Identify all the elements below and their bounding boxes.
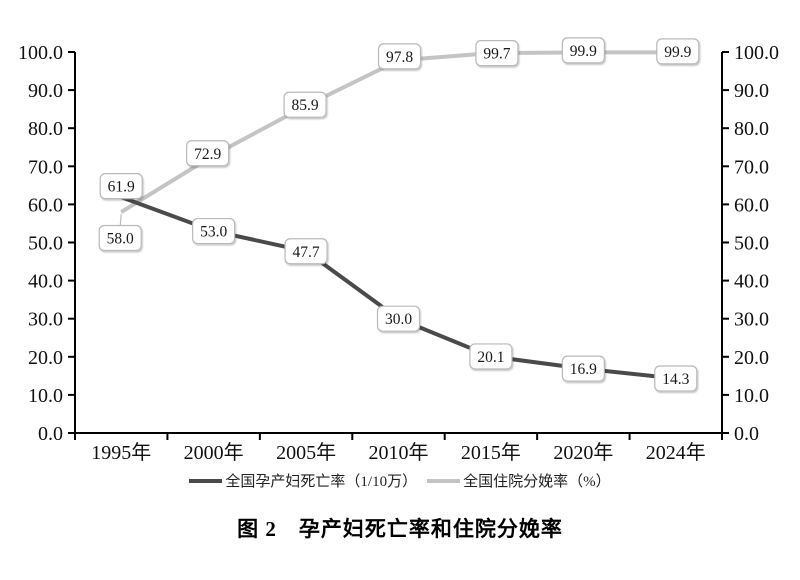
data-label: 61.9 [99,173,143,200]
legend-item-maternal-mortality: 全国孕产妇死亡率（1/10万） [189,470,417,491]
data-label: 72.9 [186,140,230,167]
y-axis-left-tick-label: 50.0 [28,233,63,255]
data-label: 99.9 [656,38,700,65]
data-label: 30.0 [376,305,421,332]
x-axis-tick-label: 2000年 [184,441,244,464]
data-label: 99.7 [475,40,519,67]
y-axis-right-tick-label: 40.0 [734,271,769,293]
x-axis-tick-label: 2010年 [369,441,429,464]
y-axis-right-tick-label: 20.0 [734,347,769,369]
y-axis-right-tick-label: 0.0 [734,423,759,445]
y-axis-right-tick-label: 70.0 [734,156,769,178]
data-label-value: 20.1 [477,349,504,366]
data-label-value: 47.7 [293,244,320,261]
data-label-value: 16.9 [570,361,597,378]
y-axis-left-tick-label: 60.0 [28,194,63,216]
y-axis-left-tick-label: 70.0 [28,156,63,178]
data-label-value: 99.9 [570,43,597,60]
legend-line-swatch-maternal-mortality [189,478,223,483]
y-axis-left-tick-label: 100.0 [18,42,63,64]
figure-caption: 图 2 孕产妇死亡率和住院分娩率 [237,517,563,541]
data-label: 53.0 [192,217,236,245]
series-line-hospital-delivery [120,50,676,214]
legend-item-hospital-delivery: 全国住院分娩率（%） [427,470,611,491]
data-label: 47.7 [284,238,328,265]
data-label-value: 99.7 [483,46,510,63]
data-label: 85.9 [283,91,327,118]
label-leader-line [119,213,122,227]
legend-label-maternal-mortality: 全国孕产妇死亡率（1/10万） [225,474,418,490]
y-axis-right-tick-label: 90.0 [734,80,769,102]
x-axis-tick-label: 2005年 [276,441,336,464]
data-label-value: 99.9 [664,44,691,61]
chart-legend: 全国孕产妇死亡率（1/10万） 全国住院分娩率（%） [0,470,800,491]
y-axis-left-tick-label: 20.0 [28,347,63,369]
data-label: 14.3 [654,365,698,392]
axes: 0.0 0.0 10.0 10.0 20.0 20.0 30.0 30.0 40.0 40.0 50… [18,42,779,464]
y-axis-left-tick-label: 0.0 [38,423,63,445]
data-label-value: 97.8 [386,49,413,66]
x-axis-tick-label: 2024年 [646,441,706,464]
y-axis-left-tick-label: 10.0 [28,385,63,407]
y-axis-right-tick-label: 30.0 [734,309,769,331]
data-label: 58.0 [98,224,142,252]
x-axis-tick-label: 1995年 [91,441,151,464]
data-label-value: 72.9 [194,146,221,163]
y-axis-left-tick-label: 30.0 [28,309,63,331]
y-axis-left-tick-label: 40.0 [28,271,63,293]
data-label-value: 61.9 [108,179,135,196]
line-chart: 0.0 0.0 10.0 10.0 20.0 20.0 30.0 30.0 40.0 40.0 50… [18,37,779,464]
x-axis-tick-label: 2015年 [461,441,521,464]
data-label-value: 85.9 [292,97,319,114]
y-axis-right-tick-label: 100.0 [734,42,779,64]
data-label-value: 53.0 [200,224,227,241]
y-axis-right-tick-label: 50.0 [734,233,769,255]
y-axis-right-tick-label: 80.0 [734,118,769,140]
data-label: 16.9 [561,355,605,382]
data-label: 99.9 [561,37,605,64]
data-label: 20.1 [469,343,513,370]
data-label-value: 30.0 [385,311,412,328]
data-label: 97.8 [377,43,422,70]
y-axis-right-tick-label: 60.0 [734,194,769,216]
data-label-value: 14.3 [662,371,689,388]
y-axis-left-tick-label: 90.0 [28,80,63,102]
x-axis-tick-label: 2020年 [553,441,613,464]
data-label-value: 58.0 [107,231,134,248]
legend-line-swatch-hospital-delivery [427,478,461,483]
y-axis-right-tick-label: 10.0 [734,385,769,407]
legend-label-hospital-delivery: 全国住院分娩率（%） [463,474,611,490]
y-axis-left-tick-label: 80.0 [28,118,63,140]
